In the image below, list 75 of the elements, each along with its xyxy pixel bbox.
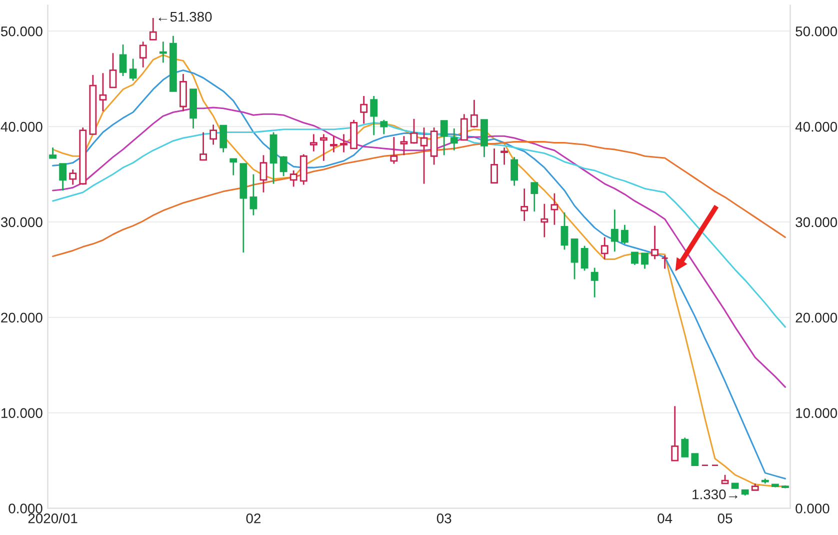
candlestick (550, 192, 558, 226)
candlestick (109, 52, 117, 88)
candlestick (570, 238, 578, 280)
annotation: 1.330→ (692, 489, 738, 500)
y2-tick-label: 50.000 (796, 26, 838, 36)
candlestick (510, 156, 518, 186)
candlestick (681, 436, 689, 458)
y2-tick-label: 10.000 (796, 408, 838, 418)
candlestick (360, 95, 368, 124)
candlestick (420, 126, 428, 184)
candlestick (500, 146, 508, 166)
x-tick-label: 02 (246, 513, 260, 524)
candlestick (490, 148, 498, 184)
y2-tick-label: 40.000 (795, 122, 838, 132)
candlestick (49, 146, 56, 159)
candlestick (99, 72, 107, 112)
candlestick (330, 135, 338, 153)
candlestick (320, 133, 328, 162)
candlestick (540, 203, 548, 238)
candlestick (119, 44, 127, 77)
y-tick-label: 40.000 (0, 122, 42, 132)
candlestick (631, 252, 638, 266)
candlestick (230, 158, 238, 176)
candlestick (560, 212, 568, 250)
y-tick-label: 30.000 (0, 217, 42, 228)
candlestick (600, 236, 608, 260)
candlestick (250, 174, 258, 216)
candlestick (470, 99, 478, 128)
candlestick (641, 252, 648, 270)
candlestick (260, 154, 268, 194)
candlestick (400, 135, 408, 156)
y2-tick-label: 0.000 (796, 504, 830, 514)
candlestick (310, 133, 318, 152)
candlestick (139, 40, 147, 68)
line-series (52, 141, 786, 258)
annotation: ←51.380 (158, 12, 212, 22)
candlestick (671, 405, 679, 462)
y2-tick-label: 30.000 (796, 217, 838, 228)
candlestick (580, 245, 588, 272)
candlestick (520, 188, 528, 222)
candlestick (149, 17, 157, 40)
x-tick-label: 05 (718, 513, 732, 524)
candlestick (200, 132, 207, 161)
candlestick (390, 136, 398, 164)
candlestick (129, 58, 137, 82)
line-series (52, 106, 786, 388)
candlestick (340, 133, 348, 153)
x-tick-label: 03 (436, 513, 452, 524)
candlestick (590, 267, 598, 298)
x-tick-label: 04 (658, 513, 672, 524)
y-tick-label: 50.000 (0, 26, 42, 36)
y2-tick-label: 20.000 (796, 312, 838, 323)
candlestick (410, 118, 418, 144)
y-tick-label: 10.000 (1, 408, 42, 418)
x-tick-label: 2020/01 (28, 513, 78, 524)
candlestick (69, 168, 77, 186)
candlestick (691, 453, 699, 466)
candlestick (220, 124, 228, 153)
candlestick (460, 113, 468, 141)
candlestick (530, 182, 538, 212)
candlestick (610, 208, 618, 252)
candlestick (661, 254, 669, 270)
candlestick (159, 40, 167, 64)
candlestick (59, 163, 67, 192)
candlestick (651, 225, 658, 260)
candlestick (370, 95, 378, 136)
candlestick (440, 120, 448, 156)
candlestick (620, 224, 628, 245)
candlestick (450, 128, 458, 152)
y-tick-label: 0.000 (8, 504, 42, 514)
y-tick-label: 20.000 (1, 312, 42, 323)
candlestick (210, 124, 218, 146)
candlestick (290, 170, 298, 188)
candlestick (380, 119, 388, 135)
candlestick (280, 155, 288, 177)
